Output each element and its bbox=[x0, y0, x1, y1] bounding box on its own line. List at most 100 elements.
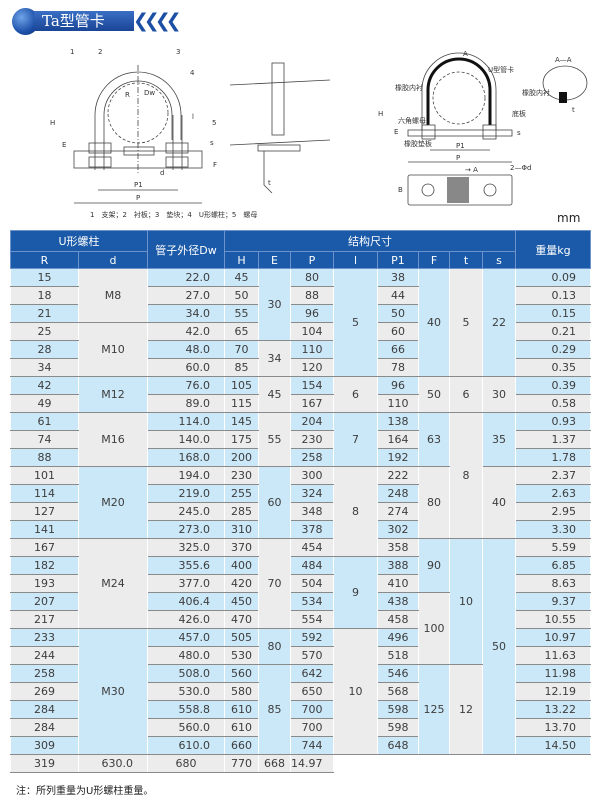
cell-h: 580 bbox=[224, 682, 259, 701]
footnote: 注：所列重量为U形螺柱重量。 bbox=[16, 786, 154, 797]
cell-p1: 302 bbox=[377, 520, 419, 539]
cell-s: 40 bbox=[482, 466, 516, 539]
cell-p: 167 bbox=[290, 394, 334, 413]
label-H: H bbox=[50, 119, 55, 127]
cell-p: 570 bbox=[290, 646, 334, 665]
cell-dw: 457.0 bbox=[147, 628, 225, 647]
cell-e: 85 bbox=[258, 664, 291, 755]
cell-p: 592 bbox=[290, 628, 334, 647]
cell-kg: 2.37 bbox=[515, 466, 591, 485]
cell-dw: 194.0 bbox=[147, 466, 225, 485]
table-row: 28 48.0 70 34 110 66 0.29 bbox=[10, 340, 591, 377]
cell-h: 680 bbox=[147, 754, 225, 773]
cell-r: 258 bbox=[10, 664, 79, 683]
cell-dw: 140.0 bbox=[147, 430, 225, 449]
label-rubber-lining: 橡胶内衬 bbox=[395, 83, 423, 92]
table-row: 193 377.0 420 504 410 8.63 bbox=[10, 574, 591, 593]
header-F: F bbox=[418, 251, 450, 269]
cell-r: 74 bbox=[10, 430, 79, 449]
cell-dw: 530.0 bbox=[147, 682, 225, 701]
cell-kg: 11.98 bbox=[515, 664, 591, 683]
cell-kg: 13.70 bbox=[515, 718, 591, 737]
cell-l: 9 bbox=[333, 556, 378, 629]
cell-dw: 27.0 bbox=[147, 286, 225, 305]
cell-h: 105 bbox=[224, 376, 259, 395]
cell-kg: 8.63 bbox=[515, 574, 591, 593]
table-row: 25 M10 42.0 65 104 60 0.21 bbox=[10, 322, 591, 377]
cell-e: 55 bbox=[258, 412, 291, 467]
cell-p1: 60 bbox=[377, 322, 419, 341]
table-row: 207 406.4 450 534 438 100 9.37 bbox=[10, 592, 591, 665]
cell-p: 110 bbox=[290, 340, 334, 359]
label-3: 3 bbox=[176, 48, 180, 56]
cell-p: 104 bbox=[290, 322, 334, 341]
table-row: 101 M20 194.0 230 60 300 8 222 80 40 2.37 bbox=[10, 466, 591, 557]
cell-s: 35 bbox=[482, 412, 516, 467]
cell-p: 204 bbox=[290, 412, 334, 431]
cell-p1: 568 bbox=[377, 682, 419, 701]
cell-p1: 66 bbox=[377, 340, 419, 359]
cell-r: 49 bbox=[10, 394, 79, 413]
cell-f: 63 bbox=[418, 412, 450, 467]
label-A-bottom: → A bbox=[465, 166, 478, 174]
header-R: R bbox=[10, 251, 79, 269]
cell-h: 420 bbox=[224, 574, 259, 593]
cell-d: M24 bbox=[78, 538, 148, 629]
cell-dw: 168.0 bbox=[147, 448, 225, 467]
label-E: E bbox=[62, 141, 66, 149]
cell-r: 319 bbox=[10, 754, 79, 773]
cell-t: 5 bbox=[449, 268, 483, 377]
cell-p1: 274 bbox=[377, 502, 419, 521]
label-F: F bbox=[213, 161, 217, 169]
cell-kg: 0.21 bbox=[515, 322, 591, 341]
label-d: d bbox=[160, 169, 164, 177]
cell-kg: 0.13 bbox=[515, 286, 591, 305]
cell-p: 96 bbox=[290, 304, 334, 323]
table-body: 15 M8 22.0 45 30 80 5 38 40 5 22 0.09 18 27.0 50 88 44 0.… bbox=[10, 268, 591, 773]
cell-dw: 325.0 bbox=[147, 538, 225, 557]
cell-p1: 96 bbox=[377, 376, 419, 395]
cell-f: 100 bbox=[418, 592, 450, 665]
cell-dw: 426.0 bbox=[147, 610, 225, 629]
cell-h: 85 bbox=[224, 358, 259, 377]
cell-r: 28 bbox=[10, 340, 79, 359]
unit-label: mm bbox=[557, 211, 581, 225]
cell-l: 5 bbox=[333, 268, 378, 377]
label-base-plate: 底板 bbox=[512, 109, 526, 118]
label-hex-nut: 六角螺母 bbox=[398, 116, 426, 125]
page-title: Ta型管卡 bbox=[42, 12, 105, 30]
table-row: 61 M16 114.0 145 55 204 7 138 63 8 35 0.93 bbox=[10, 412, 591, 539]
label-H: H bbox=[378, 110, 383, 118]
cell-t: 6 bbox=[449, 376, 483, 413]
cell-p: 650 bbox=[290, 682, 334, 701]
cell-r: 61 bbox=[10, 412, 79, 431]
cell-dw: 355.6 bbox=[147, 556, 225, 575]
cell-l: 7 bbox=[333, 412, 378, 467]
cell-dw: 89.0 bbox=[147, 394, 225, 413]
cell-p: 324 bbox=[290, 484, 334, 503]
cell-r: 18 bbox=[10, 286, 79, 305]
cell-p1: 598 bbox=[377, 700, 419, 719]
cell-h: 560 bbox=[224, 664, 259, 683]
cell-l: 10 bbox=[333, 628, 378, 755]
cell-p1: 78 bbox=[377, 358, 419, 377]
cell-p1: 518 bbox=[377, 646, 419, 665]
cell-p1: 648 bbox=[377, 736, 419, 755]
cell-f: 50 bbox=[418, 376, 450, 413]
cell-f: 80 bbox=[418, 466, 450, 539]
cell-p: 504 bbox=[290, 574, 334, 593]
cell-r: 101 bbox=[10, 466, 79, 485]
label-holes: 2—Φd bbox=[510, 164, 531, 172]
cell-d: M20 bbox=[78, 466, 148, 539]
label-P: P bbox=[456, 154, 460, 162]
cell-r: 182 bbox=[10, 556, 79, 575]
table-row: 141 273.0 310 378 302 3.30 bbox=[10, 520, 591, 539]
table-row: 284 560.0 610 700 598 13.70 bbox=[10, 718, 591, 737]
cell-p: 554 bbox=[290, 610, 334, 629]
cell-r: 42 bbox=[10, 376, 79, 395]
cell-h: 255 bbox=[224, 484, 259, 503]
cell-dw: 558.8 bbox=[147, 700, 225, 719]
cell-f: 90 bbox=[418, 538, 450, 593]
cell-kg: 13.22 bbox=[515, 700, 591, 719]
cell-d: M8 bbox=[78, 268, 148, 323]
